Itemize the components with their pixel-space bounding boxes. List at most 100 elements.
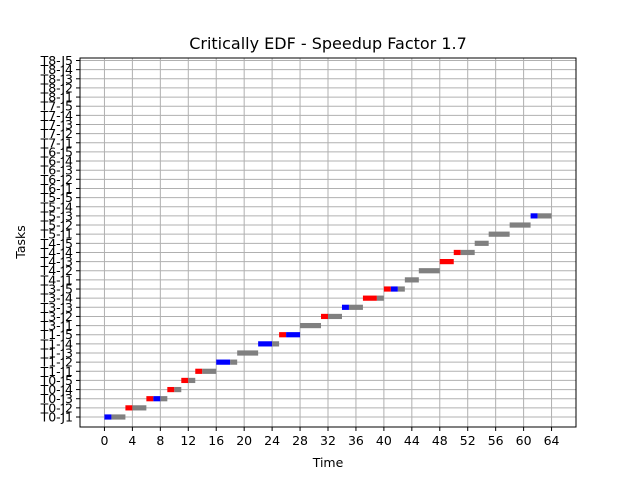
task-bar-segment xyxy=(132,405,147,411)
y-tick-label: T3-J4 xyxy=(40,291,73,306)
x-tick-label: 48 xyxy=(432,433,448,448)
task-bar-segment xyxy=(160,396,168,402)
x-tick-label: 16 xyxy=(208,433,224,448)
task-bar-segment xyxy=(300,322,322,329)
x-tick-label: 64 xyxy=(544,433,560,448)
x-tick-label: 44 xyxy=(404,433,420,448)
x-tick-label: 12 xyxy=(180,433,196,448)
task-bar-segment xyxy=(390,286,398,292)
y-tick-label: T5-J1 xyxy=(40,227,73,242)
task-bar-segment xyxy=(188,377,196,384)
task-bar-segment xyxy=(216,359,231,365)
task-bar-segment xyxy=(153,396,161,402)
y-tick-label: T8-J1 xyxy=(40,90,73,105)
y-tick-label: T6-J5 xyxy=(40,144,73,159)
task-bar-segment xyxy=(181,377,189,384)
task-bar-segment xyxy=(383,286,391,292)
task-bar-segment xyxy=(397,286,405,292)
task-bar-segment xyxy=(488,231,510,237)
y-tick-label: T8-J5 xyxy=(40,53,73,68)
y-tick-label: T3-J1 xyxy=(40,318,73,333)
x-tick-label: 4 xyxy=(128,433,136,448)
task-bar-segment xyxy=(348,304,363,310)
y-tick-label: T3-J2 xyxy=(40,309,73,324)
y-tick-label: T8-J2 xyxy=(40,80,73,95)
task-bar-segment xyxy=(286,332,301,338)
task-bar-segment xyxy=(146,396,154,402)
task-bar-segment xyxy=(202,368,217,374)
chart-title: Critically EDF - Speedup Factor 1.7 xyxy=(189,34,467,53)
x-tick-label: 28 xyxy=(292,433,308,448)
y-tick-label: T8-J3 xyxy=(40,71,73,86)
task-bar-segment xyxy=(362,295,377,301)
y-tick-label: T0-J1 xyxy=(40,410,73,425)
y-tick-label: T3-J3 xyxy=(40,300,73,315)
x-tick-label: 40 xyxy=(376,433,392,448)
task-bar-segment xyxy=(341,304,349,310)
x-axis-label: Time xyxy=(312,455,344,470)
y-axis-ticks: T0-J1T0-J2T0-J3T0-J4T0-J5T1-J1T1-J2T1-J3… xyxy=(40,53,80,425)
x-tick-label: 32 xyxy=(320,433,336,448)
task-bar-segment xyxy=(125,405,133,411)
task-bar-segment xyxy=(537,213,552,219)
y-tick-label: T4-J5 xyxy=(40,236,73,251)
y-tick-label: T5-J2 xyxy=(40,218,73,233)
task-bar-segment xyxy=(104,414,112,420)
y-tick-label: T0-J2 xyxy=(40,400,73,415)
y-tick-label: T0-J3 xyxy=(40,391,73,406)
grid-lines xyxy=(80,58,576,427)
x-tick-label: 0 xyxy=(100,433,108,448)
y-tick-label: T7-J5 xyxy=(40,99,73,114)
task-bar-segment xyxy=(237,350,259,356)
y-tick-label: T7-J3 xyxy=(40,117,73,132)
y-tick-label: T7-J4 xyxy=(40,108,73,123)
task-bar-segment xyxy=(258,341,273,347)
y-tick-label: T6-J3 xyxy=(40,163,73,178)
task-bar-segment xyxy=(279,332,287,338)
task-bars xyxy=(104,213,552,420)
task-bar-segment xyxy=(167,386,175,393)
y-tick-label: T0-J4 xyxy=(40,382,73,397)
x-axis-ticks: 0 4 8 12 16 20 24 28 32 36 40 44 48 52 56 60 64 xyxy=(100,427,560,448)
x-tick-label: 52 xyxy=(460,433,476,448)
y-tick-label: T7-J2 xyxy=(40,126,73,141)
y-tick-label: T4-J1 xyxy=(40,272,73,287)
x-tick-label: 20 xyxy=(236,433,252,448)
y-tick-label: T5-J3 xyxy=(40,208,73,223)
task-bar-segment xyxy=(230,359,238,365)
y-tick-label: T6-J2 xyxy=(40,172,73,187)
y-tick-label: T5-J4 xyxy=(40,199,73,214)
y-tick-label: T4-J4 xyxy=(40,245,73,260)
x-tick-label: 36 xyxy=(348,433,364,448)
y-tick-label: T5-J5 xyxy=(40,190,73,205)
task-bar-segment xyxy=(460,249,475,256)
task-bar-segment xyxy=(195,368,203,374)
y-tick-label: T1-J5 xyxy=(40,327,73,342)
task-bar-segment xyxy=(509,222,531,228)
y-tick-label: T0-J5 xyxy=(40,373,73,388)
task-bar-segment xyxy=(404,277,419,283)
y-tick-label: T6-J4 xyxy=(40,154,73,169)
task-bar-segment xyxy=(174,386,182,393)
y-tick-label: T1-J1 xyxy=(40,364,73,379)
task-bar-segment xyxy=(453,249,461,256)
x-tick-label: 60 xyxy=(516,433,532,448)
x-tick-label: 56 xyxy=(488,433,504,448)
task-bar-segment xyxy=(321,313,328,320)
task-bar-segment xyxy=(474,240,489,246)
y-tick-label: T1-J4 xyxy=(40,336,73,351)
task-bar-segment xyxy=(111,414,126,420)
y-tick-label: T3-J5 xyxy=(40,282,73,297)
task-bar-segment xyxy=(328,313,342,320)
task-bar-segment xyxy=(272,341,280,347)
task-bar-segment xyxy=(418,268,440,274)
y-axis-label: Tasks xyxy=(13,225,28,260)
y-tick-label: T4-J2 xyxy=(40,263,73,278)
y-tick-label: T1-J3 xyxy=(40,346,73,361)
y-tick-label: T8-J4 xyxy=(40,62,73,77)
x-tick-label: 24 xyxy=(264,433,280,448)
task-bar-segment xyxy=(439,259,454,265)
task-bar-segment xyxy=(376,295,384,301)
x-tick-label: 8 xyxy=(156,433,164,448)
y-tick-label: T1-J2 xyxy=(40,355,73,370)
